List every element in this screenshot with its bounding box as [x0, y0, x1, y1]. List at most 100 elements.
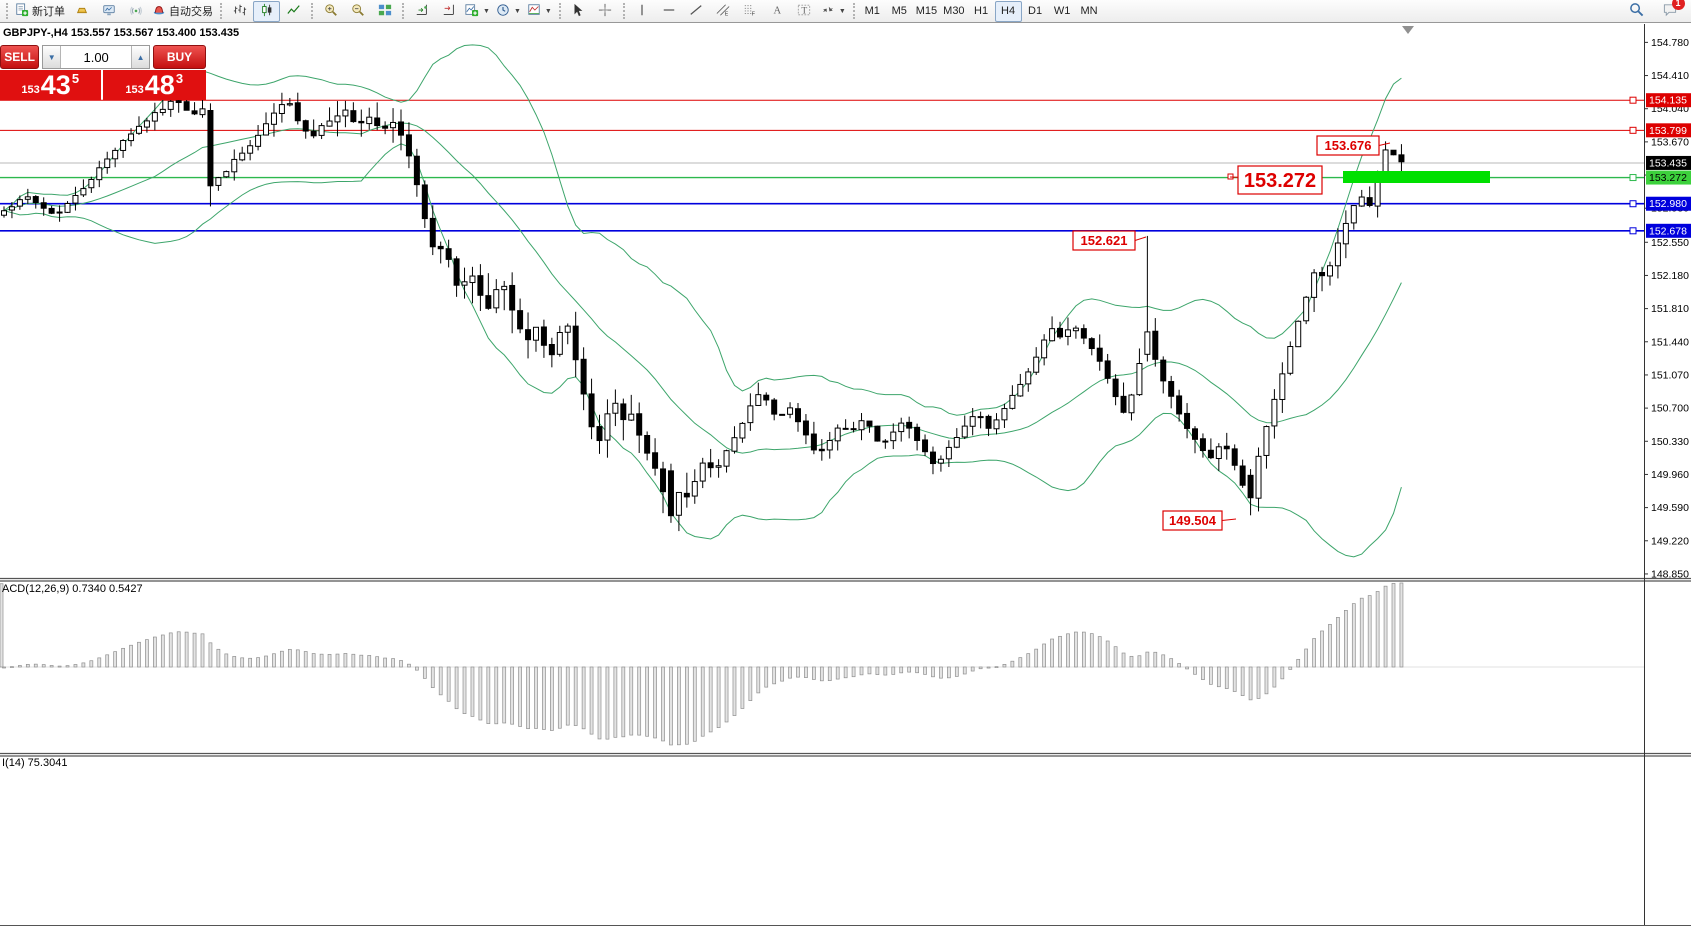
highlight-zone-rectangle[interactable]	[1343, 171, 1490, 183]
chat-icon: 1	[1662, 0, 1685, 20]
price-tick-label: 150.700	[1651, 403, 1689, 415]
chart-shift-button[interactable]	[435, 1, 462, 22]
buy-price-main: 48	[144, 70, 175, 100]
buy-button[interactable]: BUY	[153, 45, 206, 69]
chart-shift-icon	[442, 3, 456, 20]
svg-text:A: A	[774, 5, 782, 16]
search-button[interactable]	[1623, 1, 1650, 22]
line-handle[interactable]	[1629, 96, 1637, 104]
callout-text: 152.621	[1081, 233, 1128, 248]
buy-price[interactable]: 153 48 3	[102, 70, 206, 100]
cursor-button[interactable]	[565, 1, 592, 22]
magnifier-icon	[1629, 2, 1644, 20]
vertical-line-button[interactable]	[629, 1, 656, 22]
callout-box[interactable]	[1162, 510, 1223, 531]
price-tick-label: 151.810	[1651, 303, 1689, 315]
terminal-icon	[102, 3, 116, 20]
templates-button[interactable]: ▼	[524, 1, 555, 22]
price-tick-label: 154.410	[1651, 70, 1689, 82]
dropdown-caret-icon: ▼	[838, 7, 846, 15]
line-handle[interactable]	[1629, 227, 1637, 235]
toolbar-group-handle	[558, 3, 561, 19]
price-tick-label: 149.960	[1651, 469, 1689, 481]
sell-button[interactable]: SELL	[0, 45, 40, 69]
text-label-button[interactable]: T	[791, 1, 818, 22]
candle-chart-icon	[260, 3, 274, 20]
text-icon: A	[770, 3, 784, 20]
channel-icon: E	[716, 3, 730, 20]
new-order-button[interactable]: 新订单	[12, 1, 68, 22]
bollinger-lower-band	[3, 143, 1402, 558]
text-label-icon: T	[797, 3, 811, 20]
algo-trading-button[interactable]: 自动交易	[149, 1, 216, 22]
zoom-out-button[interactable]	[344, 1, 371, 22]
equidistant-channel-button[interactable]: E	[710, 1, 737, 22]
price-axis-value-label	[1646, 223, 1691, 238]
timeframe-w1-button[interactable]: W1	[1053, 5, 1071, 17]
volume-increase-button[interactable]: ▲	[131, 46, 150, 68]
gold-icon	[75, 3, 89, 20]
label-anchor-handle[interactable]	[1227, 173, 1234, 180]
timeframe-m1-button[interactable]: M1	[864, 5, 880, 17]
timeframe-m15-button[interactable]: M15	[915, 5, 938, 17]
crosshair-button[interactable]	[592, 1, 619, 22]
price-axis-value-text: 154.135	[1649, 95, 1687, 107]
candle-chart-button[interactable]	[253, 0, 280, 22]
new-order-icon	[15, 2, 29, 20]
virtual-hosting-button[interactable]	[95, 1, 122, 22]
volume-value[interactable]: 1.00	[83, 49, 109, 65]
callout-text: 153.272	[1244, 170, 1316, 192]
line-handle[interactable]	[1629, 174, 1637, 182]
price-tick-label: 149.220	[1651, 535, 1689, 547]
gold-button[interactable]	[68, 1, 95, 22]
volume-decrease-button[interactable]: ▼	[43, 46, 62, 68]
bar-chart-button[interactable]	[226, 1, 253, 22]
callout-box[interactable]	[1237, 165, 1323, 195]
notifications-button[interactable]: 1	[1656, 0, 1685, 22]
price-tick-label: 148.850	[1651, 568, 1689, 580]
add-indicator-button[interactable]: ▼	[462, 1, 493, 22]
trade-panel-quotes: 153 43 5 153 48 3	[0, 70, 206, 100]
template-icon	[527, 3, 541, 20]
buy-price-base: 153	[125, 84, 144, 96]
line-chart-button[interactable]	[280, 1, 307, 22]
rsi-indicator-label: I(14) 75.3041	[2, 757, 68, 769]
timeframe-m5-button[interactable]: M5	[891, 5, 907, 17]
volume-stepper: ▼ 1.00 ▲	[42, 45, 151, 69]
timeframe-m30-button[interactable]: M30	[943, 5, 965, 17]
line-handle[interactable]	[1629, 200, 1637, 208]
sell-price[interactable]: 153 43 5	[0, 70, 101, 100]
price-axis-value-label	[1646, 170, 1691, 185]
price-axis-value-text: 153.435	[1649, 157, 1687, 169]
timeframe-h1-button[interactable]: H1	[974, 5, 989, 17]
timeframe-h4-button[interactable]: H4	[994, 0, 1022, 22]
text-button[interactable]: A	[764, 1, 791, 22]
price-axis[interactable]: 154.780154.410154.040153.670153.300152.9…	[1644, 37, 1691, 581]
autoscroll-button[interactable]	[408, 1, 435, 22]
price-axis-value-label	[1646, 93, 1691, 108]
callout-connector	[1378, 142, 1391, 146]
arrows-icon	[821, 3, 835, 20]
callout-box[interactable]	[1316, 135, 1380, 156]
sell-price-pip: 5	[71, 71, 80, 86]
timeframe-d1-button[interactable]: D1	[1028, 5, 1043, 17]
timeframe-mn-button[interactable]: MN	[1080, 5, 1098, 17]
zoom-in-button[interactable]	[317, 1, 344, 22]
signals-button[interactable]	[122, 1, 149, 22]
trade-panel-controls: SELL ▼ 1.00 ▲ BUY	[0, 45, 206, 69]
toolbar-group-handle	[6, 3, 8, 19]
tile-windows-button[interactable]	[371, 1, 398, 22]
callout-box[interactable]	[1072, 230, 1136, 251]
notification-badge: 1	[1671, 0, 1685, 10]
buy-price-pip: 3	[175, 71, 184, 86]
trendline-button[interactable]	[683, 1, 710, 22]
price-axis-value-text: 152.678	[1649, 225, 1687, 237]
fibonacci-button[interactable]: F	[737, 1, 764, 22]
periods-button[interactable]: ▼	[493, 1, 524, 22]
line-handle[interactable]	[1629, 126, 1637, 134]
price-axis-value-label	[1646, 123, 1691, 138]
horizontal-line-button[interactable]	[656, 1, 683, 22]
zoom-out-icon	[351, 3, 365, 20]
arrows-button[interactable]: ▼	[818, 1, 849, 22]
